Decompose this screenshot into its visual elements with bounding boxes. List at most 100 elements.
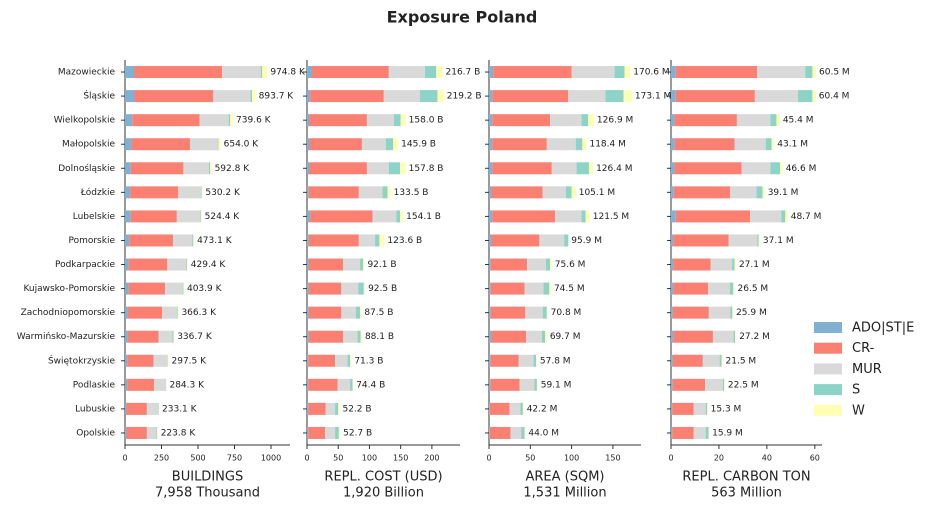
legend-swatch (814, 322, 842, 333)
bar-segment (308, 402, 326, 415)
bar-segment (127, 354, 154, 367)
bar-segment (785, 210, 788, 223)
bar-segment (193, 234, 195, 247)
y-tick-label: Podlaskie (73, 380, 116, 390)
bar-segment (671, 306, 673, 319)
bar-segment (436, 66, 443, 79)
total-label: 92.5 B (368, 284, 397, 294)
bar-segment (533, 354, 537, 367)
bar-segment (781, 210, 786, 223)
bar-segment (674, 138, 735, 151)
bar-segment (812, 66, 817, 79)
bar-segment (489, 402, 490, 415)
bar-segment (489, 402, 510, 415)
total-label: 45.4 M (783, 116, 814, 126)
bar-segment (671, 114, 675, 127)
bar-segment (671, 162, 675, 175)
bar-segment (307, 402, 309, 415)
legend-swatch (814, 404, 842, 416)
bar-segment (130, 210, 177, 223)
bar-segment (125, 90, 135, 103)
bar-segment (524, 426, 526, 439)
bar-segment (125, 402, 127, 415)
x-tick-label: 200 (424, 454, 439, 463)
bar-segment (673, 234, 729, 247)
bar-segment (705, 378, 724, 391)
bar-segment (491, 186, 543, 199)
bar-segment (588, 114, 594, 127)
bar-segment (437, 90, 444, 103)
bar-segment (307, 306, 309, 319)
bar-segment (157, 426, 158, 439)
bar-segment (489, 90, 493, 103)
total-label: 52.7 B (343, 428, 372, 438)
bar-segment (352, 378, 354, 391)
bar-segment (733, 330, 735, 343)
bar-segment (385, 138, 394, 151)
total-label: 27.2 M (739, 332, 770, 342)
bar-segment (382, 186, 388, 199)
bar-segment (343, 258, 361, 271)
bar-segment (130, 162, 184, 175)
y-tick-label: Małopolskie (62, 140, 115, 150)
x-tick-label: 100 (564, 454, 579, 463)
bar-segment (125, 378, 128, 391)
bar-segment (527, 258, 546, 271)
bar-segment (724, 378, 725, 391)
bar-segment (366, 162, 389, 175)
total-label: 219.2 B (447, 92, 482, 102)
bar-segment (693, 402, 706, 415)
total-label: 44.0 M (528, 428, 559, 438)
bar-segment (489, 426, 490, 439)
bar-segment (490, 378, 520, 391)
total-label: 70.8 M (551, 308, 582, 318)
bar-segment (576, 162, 589, 175)
bar-segment (387, 186, 391, 199)
bar-segment (489, 330, 492, 343)
bar-segment (176, 306, 178, 319)
bar-segment (307, 210, 311, 223)
x-tick-label: 50 (525, 454, 535, 463)
bar-segment (222, 66, 261, 79)
bar-segment (308, 186, 359, 199)
total-label: 530.2 K (205, 188, 241, 198)
bar-segment (708, 306, 731, 319)
y-tick-label: Mazowieckie (58, 68, 116, 78)
bar-segment (526, 330, 542, 343)
bar-segment (490, 282, 525, 295)
bar-segment (762, 186, 765, 199)
legend-label: CR- (852, 341, 875, 356)
legend-swatch (814, 342, 842, 354)
legend-label: S (852, 383, 860, 398)
bar-segment (307, 66, 312, 79)
bar-segment (581, 210, 586, 223)
bar-segment (310, 210, 373, 223)
bar-segment (702, 354, 720, 367)
bar-segment (126, 402, 147, 415)
bar-segment (705, 426, 709, 439)
bar-segment (262, 66, 268, 79)
bar-segment (187, 258, 188, 271)
total-label: 39.1 M (768, 188, 799, 198)
bar-segment (307, 378, 309, 391)
bar-segment (201, 186, 203, 199)
bar-segment (363, 282, 366, 295)
x-axis-subtitle: 7,958 Thousand (155, 486, 260, 501)
total-label: 71.3 B (354, 356, 383, 366)
bar-segment (673, 186, 731, 199)
bar-segment (671, 378, 673, 391)
bar-segment (128, 282, 166, 295)
bar-segment (335, 354, 348, 367)
x-tick-label: 1000 (261, 454, 281, 463)
bar-segment (308, 258, 344, 271)
total-label: 57.8 M (540, 356, 571, 366)
bar-segment (162, 306, 177, 319)
bar-segment (125, 330, 128, 343)
bar-segment (400, 114, 406, 127)
bar-segment (521, 426, 525, 439)
bar-segment (176, 210, 201, 223)
total-label: 233.1 K (162, 404, 198, 414)
bar-segment (489, 282, 491, 295)
bar-segment (705, 402, 708, 415)
bar-segment (545, 330, 547, 343)
